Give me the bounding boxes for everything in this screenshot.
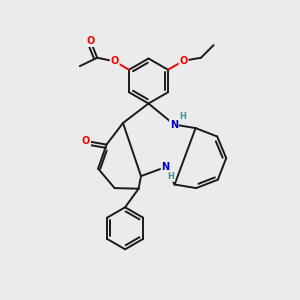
Text: H: H: [168, 172, 174, 181]
Text: O: O: [82, 136, 90, 146]
Text: O: O: [110, 56, 119, 66]
Text: O: O: [179, 56, 188, 66]
Text: H: H: [179, 112, 186, 121]
Text: O: O: [86, 36, 95, 46]
Text: N: N: [170, 119, 178, 130]
Text: N: N: [161, 162, 170, 172]
